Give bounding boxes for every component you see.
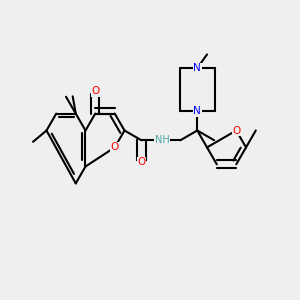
Text: O: O bbox=[91, 86, 99, 96]
Text: O: O bbox=[232, 125, 240, 136]
Text: O: O bbox=[111, 142, 119, 152]
Text: N: N bbox=[194, 63, 201, 73]
Text: N: N bbox=[194, 106, 201, 116]
Text: O: O bbox=[137, 157, 146, 167]
Text: NH: NH bbox=[155, 135, 170, 145]
